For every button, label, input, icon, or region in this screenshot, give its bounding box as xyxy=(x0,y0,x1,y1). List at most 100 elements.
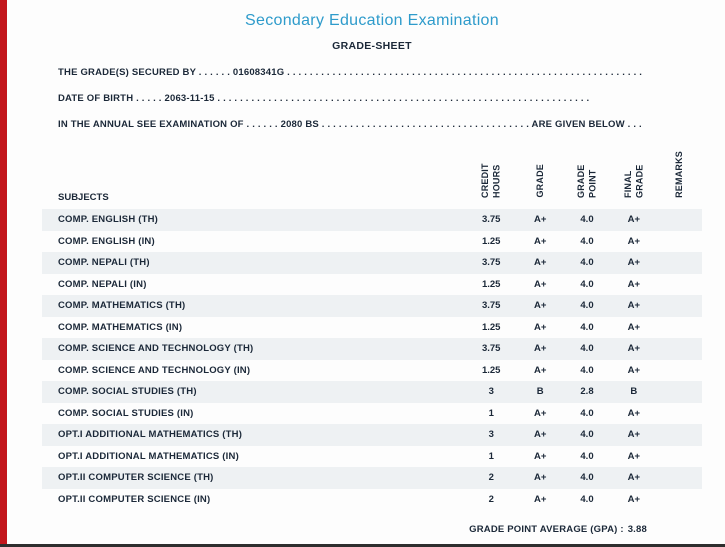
final-grade-cell: B xyxy=(630,386,638,398)
final-grade-cell: A+ xyxy=(627,321,641,333)
subject-cell: COMP. SOCIAL STUDIES (TH) xyxy=(58,386,197,398)
grade-cell: A+ xyxy=(533,343,547,355)
final-grade-label: FINAL GRADE xyxy=(622,164,644,198)
remarks-label: REMARKS xyxy=(674,151,684,198)
subject-cell: OPT.I ADDITIONAL MATHEMATICS (TH) xyxy=(58,429,243,441)
column-header-grade-point: GRADE POINT xyxy=(564,140,611,209)
grade-point-cell: 4.0 xyxy=(580,343,594,355)
grade-cell: A+ xyxy=(533,278,547,290)
grade-cell: A+ xyxy=(533,214,547,226)
grade-cell: A+ xyxy=(533,429,547,441)
page-title: Secondary Education Examination xyxy=(245,12,499,29)
credit-hours-label: CREDIT HOURS xyxy=(479,163,502,198)
grade-point-cell: 4.0 xyxy=(580,493,594,505)
subject-cell: COMP. NEPALI (TH) xyxy=(58,257,150,269)
remarks-cell xyxy=(657,252,702,274)
subject-cell: OPT.II COMPUTER SCIENCE (TH) xyxy=(58,472,214,484)
grade-point-cell: 4.0 xyxy=(580,450,594,462)
grade-label: GRADE xyxy=(534,164,545,198)
grade-point-cell: 4.0 xyxy=(580,278,594,290)
final-grade-cell: A+ xyxy=(627,407,641,419)
final-grade-cell: A+ xyxy=(627,257,641,269)
subject-cell: COMP. MATHEMATICS (IN) xyxy=(58,321,183,333)
credit-hours-cell: 3.75 xyxy=(481,257,501,269)
grade-cell: A+ xyxy=(533,257,547,269)
grade-cell: A+ xyxy=(533,364,547,376)
table-row: OPT.I ADDITIONAL MATHEMATICS (IN) 1 A+ 4… xyxy=(42,446,702,468)
grade-point-cell: 4.0 xyxy=(580,364,594,376)
subject-cell: COMP. MATHEMATICS (TH) xyxy=(58,300,186,312)
table-row: COMP. ENGLISH (IN) 1.25 A+ 4.0 A+ xyxy=(42,231,702,253)
table-row: OPT.I ADDITIONAL MATHEMATICS (TH) 3 A+ 4… xyxy=(42,424,702,446)
grade-point-cell: 4.0 xyxy=(580,472,594,484)
table-row: COMP. NEPALI (IN) 1.25 A+ 4.0 A+ xyxy=(42,274,702,296)
subject-cell: COMP. ENGLISH (IN) xyxy=(58,235,155,247)
final-grade-cell: A+ xyxy=(627,429,641,441)
final-grade-cell: A+ xyxy=(627,493,641,505)
column-header-credit-hours: CREDIT HOURS xyxy=(466,140,517,209)
grade-cell: A+ xyxy=(533,493,547,505)
grade-cell: A+ xyxy=(533,407,547,419)
remarks-cell xyxy=(657,295,702,317)
grade-point-label: GRADE POINT xyxy=(575,164,597,198)
info-lines: THE GRADE(S) SECURED BY . . . . . . 0160… xyxy=(42,67,702,130)
subject-cell: COMP. SCIENCE AND TECHNOLOGY (TH) xyxy=(58,343,254,355)
subject-cell: COMP. SCIENCE AND TECHNOLOGY (IN) xyxy=(58,364,251,376)
grade-cell: A+ xyxy=(533,321,547,333)
grade-cell: A+ xyxy=(533,300,547,312)
bottom-border xyxy=(0,544,725,547)
table-row: COMP. SOCIAL STUDIES (TH) 3 B 2.8 B xyxy=(42,381,702,403)
remarks-cell xyxy=(657,360,702,382)
grade-cell: B xyxy=(536,386,544,398)
credit-hours-cell: 1 xyxy=(488,407,494,419)
date-of-birth-line: DATE OF BIRTH . . . . . 2063-11-15 . . .… xyxy=(58,93,590,104)
gpa-value: 3.88 xyxy=(627,524,647,535)
credit-hours-cell: 3.75 xyxy=(481,343,501,355)
credit-hours-cell: 3.75 xyxy=(481,300,501,312)
credit-hours-cell: 2 xyxy=(488,493,494,505)
credit-hours-cell: 3 xyxy=(488,429,494,441)
remarks-cell xyxy=(657,467,702,489)
remarks-cell xyxy=(657,403,702,425)
final-grade-cell: A+ xyxy=(627,364,641,376)
table-row: COMP. MATHEMATICS (IN) 1.25 A+ 4.0 A+ xyxy=(42,317,702,339)
table-row: OPT.II COMPUTER SCIENCE (TH) 2 A+ 4.0 A+ xyxy=(42,467,702,489)
remarks-cell xyxy=(657,381,702,403)
credit-hours-cell: 3.75 xyxy=(481,214,501,226)
grade-point-cell: 4.0 xyxy=(580,300,594,312)
credit-hours-cell: 1.25 xyxy=(481,278,501,290)
credit-hours-cell: 1.25 xyxy=(481,235,501,247)
table-row: COMP. SCIENCE AND TECHNOLOGY (IN) 1.25 A… xyxy=(42,360,702,382)
final-grade-cell: A+ xyxy=(627,278,641,290)
table-row: COMP. NEPALI (TH) 3.75 A+ 4.0 A+ xyxy=(42,252,702,274)
table-row: COMP. SCIENCE AND TECHNOLOGY (TH) 3.75 A… xyxy=(42,338,702,360)
grade-sheet-document: Secondary Education Examination GRADE-SH… xyxy=(42,4,702,535)
final-grade-cell: A+ xyxy=(627,235,641,247)
column-header-subjects: SUBJECTS xyxy=(58,192,109,203)
grade-point-cell: 4.0 xyxy=(580,429,594,441)
credit-hours-cell: 3 xyxy=(488,386,494,398)
grade-cell: A+ xyxy=(533,450,547,462)
subject-cell: OPT.I ADDITIONAL MATHEMATICS (IN) xyxy=(58,450,239,462)
column-header-grade: GRADE xyxy=(517,140,564,209)
credit-hours-cell: 1.25 xyxy=(481,364,501,376)
grade-point-cell: 4.0 xyxy=(580,257,594,269)
column-header-final-grade: FINAL GRADE xyxy=(610,140,657,209)
final-grade-cell: A+ xyxy=(627,214,641,226)
gpa-summary: GRADE POINT AVERAGE (GPA) :3.88 xyxy=(42,524,702,535)
subject-cell: COMP. ENGLISH (TH) xyxy=(58,214,159,226)
page-subtitle: GRADE-SHEET xyxy=(332,40,412,52)
table-header-row: SUBJECTS CREDIT HOURS GRADE GRADE POINT … xyxy=(42,140,702,209)
final-grade-cell: A+ xyxy=(627,450,641,462)
remarks-cell xyxy=(657,274,702,296)
remarks-cell xyxy=(657,231,702,253)
gpa-label: GRADE POINT AVERAGE (GPA) : xyxy=(469,524,624,535)
grade-point-cell: 4.0 xyxy=(580,321,594,333)
grade-point-cell: 4.0 xyxy=(580,214,594,226)
grade-point-cell: 2.8 xyxy=(580,386,594,398)
examination-year-line: IN THE ANNUAL SEE EXAMINATION OF . . . .… xyxy=(58,119,642,130)
grade-cell: A+ xyxy=(533,472,547,484)
grade-point-cell: 4.0 xyxy=(580,407,594,419)
remarks-cell xyxy=(657,446,702,468)
subject-cell: OPT.II COMPUTER SCIENCE (IN) xyxy=(58,493,211,505)
